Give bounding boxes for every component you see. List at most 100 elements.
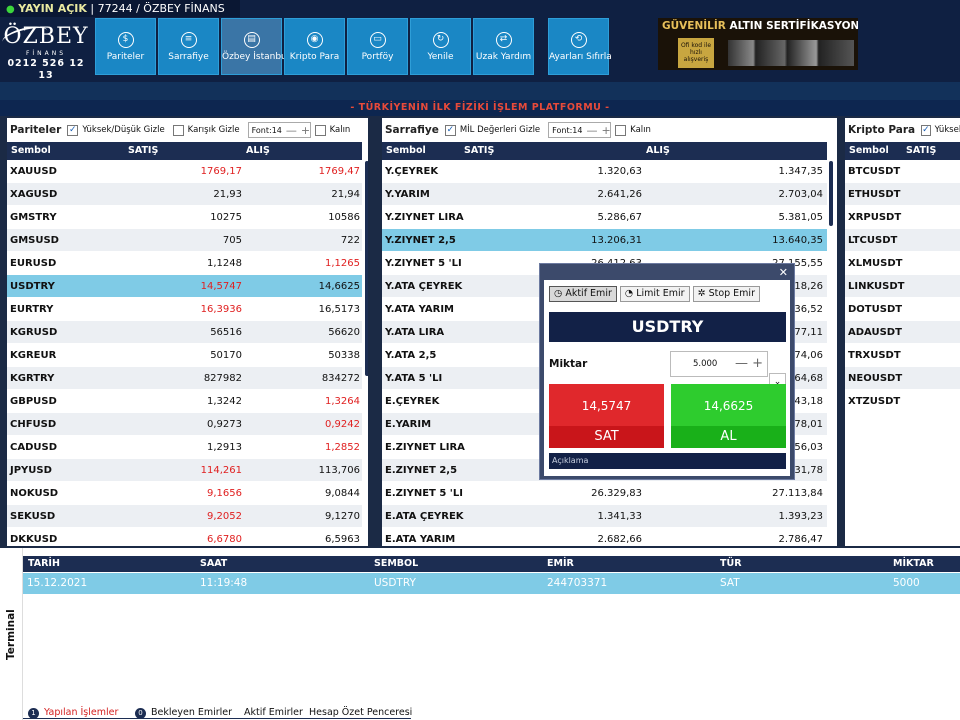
table-row[interactable]: SEKUSD 9,2052 9,1270 (7, 505, 362, 528)
table-row[interactable]: Y.ÇEYREK 1.320,63 1.347,35 (382, 160, 827, 183)
table-row[interactable]: USDTRY 14,5747 14,6625 (7, 275, 362, 298)
pariteler-scrollbar[interactable] (365, 161, 368, 376)
toolbar-button-ayarlari-sifirla[interactable]: ⟲ Ayarları Sıfırla (548, 18, 612, 75)
order-type-tabs: ◷ Aktif Emir ◔ Limit Emir ✲ Stop Emir (549, 286, 760, 302)
table-row[interactable]: Y.ZIYNET LIRA 5.286,67 5.381,05 (382, 206, 827, 229)
toolbar-button-pariteler[interactable]: $ Pariteler (95, 18, 156, 75)
table-row[interactable]: EURTRY 16,3936 16,5173 (7, 298, 362, 321)
reset-icon: ⟲ (570, 32, 587, 48)
qr-code-icon: Ofi kod ile hızlı alışveriş (678, 38, 714, 68)
table-row[interactable]: KGREUR 50170 50338 (7, 344, 362, 367)
row-sell: 705 (222, 235, 242, 246)
row-symbol: CHFUSD (10, 419, 57, 430)
row-type: SAT (720, 577, 740, 589)
table-row[interactable]: E.ATA YARIM 2.682,66 2.786,47 (382, 528, 827, 546)
toolbar-button-kripto-para[interactable]: ◉ Kripto Para (284, 18, 345, 75)
bold-checkbox[interactable] (314, 124, 326, 136)
row-sell: 26.329,83 (591, 488, 642, 499)
table-row[interactable]: LTCUSDT (845, 229, 960, 252)
table-row[interactable]: NOKUSD 9,1656 9,0844 (7, 482, 362, 505)
tab-yapilan-islemler[interactable]: 1 Yapılan İşlemler (28, 707, 118, 719)
table-row[interactable]: DKKUSD 6,6780 6,5963 (7, 528, 362, 546)
table-row[interactable]: 15.12.2021 11:19:48 USDTRY 244703371 SAT… (23, 573, 960, 594)
row-symbol: Y.ATA YARIM (385, 304, 455, 315)
table-row[interactable]: CADUSD 1,2913 1,2852 (7, 436, 362, 459)
font-size-stepper[interactable]: Font:14— + (548, 122, 612, 138)
table-row[interactable]: XAUUSD 1769,17 1769,47 (7, 160, 362, 183)
row-buy: 1,1265 (325, 258, 360, 269)
toolbar-label: Uzak Yardım (475, 52, 532, 62)
description-input[interactable]: Açıklama (549, 453, 786, 469)
row-symbol: Y.ZIYNET 5 'LI (385, 258, 462, 269)
toolbar-button-ozbey-istanbul[interactable]: ▤ Özbey İstanbul (221, 18, 289, 75)
logo-name: ÖZBEY (3, 24, 89, 49)
minus-icon[interactable]: — (586, 123, 598, 137)
bold-checkbox[interactable] (615, 124, 627, 136)
quantity-label: Miktar (549, 358, 588, 370)
table-row[interactable]: Y.YARIM 2.641,26 2.703,04 (382, 183, 827, 206)
tab-limit-emir[interactable]: ◔ Limit Emir (619, 286, 690, 302)
table-row[interactable]: E.ATA ÇEYREK 1.341,33 1.393,23 (382, 505, 827, 528)
certification-banner[interactable]: GÜVENİLİR ALTIN SERTİFİKASYONU Ofi kod i… (658, 18, 858, 70)
hide-mil-checkbox[interactable]: ✓ (444, 124, 456, 136)
table-row[interactable]: BTCUSDT (845, 160, 960, 183)
table-row[interactable]: XTZUSDT (845, 390, 960, 413)
sarrafiye-title: Sarrafiye (385, 124, 439, 136)
plus-icon[interactable]: + (300, 123, 311, 137)
table-row[interactable]: Y.ZIYNET 2,5 13.206,31 13.640,35 (382, 229, 827, 252)
table-row[interactable]: JPYUSD 114,261 113,706 (7, 459, 362, 482)
row-sell: 9,1656 (207, 488, 242, 499)
row-sell: 5.286,67 (597, 212, 642, 223)
table-row[interactable]: NEOUSDT (845, 367, 960, 390)
hide-high-low-checkbox[interactable]: ✓ (921, 124, 931, 136)
toolbar-button-sarrafiye[interactable]: ≡ Sarrafiye (158, 18, 219, 75)
toolbar-button-portfoy[interactable]: ▭ Portföy (347, 18, 408, 75)
table-row[interactable]: ADAUSDT (845, 321, 960, 344)
hide-high-low-checkbox[interactable]: ✓ (67, 124, 79, 136)
row-symbol: E.ZIYNET 5 'LI (385, 488, 463, 499)
table-row[interactable]: KGRTRY 827982 834272 (7, 367, 362, 390)
toolbar-button-yenile[interactable]: ↻ Yenile (410, 18, 471, 75)
table-row[interactable]: CHFUSD 0,9273 0,9242 (7, 413, 362, 436)
sell-price-button[interactable]: 14,5747 (549, 384, 664, 429)
hide-high-low-label: Yüksek/Düşük Gizle (82, 125, 165, 135)
sell-button[interactable]: SAT (549, 426, 664, 448)
tab-bekleyen-emirler[interactable]: 0 Bekleyen Emirler (135, 707, 232, 719)
table-row[interactable]: LINKUSDT (845, 275, 960, 298)
quantity-stepper[interactable]: — + (734, 356, 763, 371)
tab-stop-emir[interactable]: ✲ Stop Emir (692, 286, 760, 302)
col-symbol: Sembol (11, 145, 51, 156)
terminal-table-header: TARİH SAAT SEMBOL EMİR TÜR MİKTAR (23, 556, 960, 572)
plus-icon[interactable]: + (601, 123, 611, 137)
buy-button[interactable]: AL (671, 426, 786, 448)
table-row[interactable]: TRXUSDT (845, 344, 960, 367)
table-row[interactable]: ETHUSDT (845, 183, 960, 206)
close-icon[interactable]: ✕ (778, 266, 788, 279)
table-row[interactable]: GBPUSD 1,3242 1,3264 (7, 390, 362, 413)
hide-high-low-label: Yüksek/ (934, 125, 960, 135)
quantity-value: 5.000 (693, 359, 718, 369)
hide-mixed-checkbox[interactable] (172, 124, 184, 136)
table-row[interactable]: XAGUSD 21,93 21,94 (7, 183, 362, 206)
tab-aktif-emir[interactable]: ◷ Aktif Emir (549, 286, 617, 302)
row-buy: 2.786,47 (778, 534, 823, 545)
table-row[interactable]: GMSUSD 705 722 (7, 229, 362, 252)
tab-hesap-ozet[interactable]: Hesap Özet Penceresi (309, 707, 413, 718)
row-buy: 418,26 (788, 281, 823, 292)
table-row[interactable]: DOTUSDT (845, 298, 960, 321)
table-row[interactable]: XLMUSDT (845, 252, 960, 275)
table-row[interactable]: XRPUSDT (845, 206, 960, 229)
row-symbol: EURTRY (10, 304, 54, 315)
font-size-stepper[interactable]: Font:14— + (247, 122, 311, 138)
toolbar-button-uzak-yardim[interactable]: ⇄ Uzak Yardım (473, 18, 534, 75)
buy-price-button[interactable]: 14,6625 (671, 384, 786, 429)
minus-icon[interactable]: — (285, 123, 297, 137)
sarrafiye-scrollbar[interactable] (829, 161, 833, 226)
table-row[interactable]: GMSTRY 10275 10586 (7, 206, 362, 229)
table-row[interactable]: EURUSD 1,1248 1,1265 (7, 252, 362, 275)
row-sell: 0,9273 (207, 419, 242, 430)
table-row[interactable]: E.ZIYNET 5 'LI 26.329,83 27.113,84 (382, 482, 827, 505)
tab-aktif-emirler[interactable]: Aktif Emirler (244, 707, 303, 718)
table-row[interactable]: KGRUSD 56516 56620 (7, 321, 362, 344)
quantity-input[interactable]: 5.000 — + (670, 351, 768, 377)
